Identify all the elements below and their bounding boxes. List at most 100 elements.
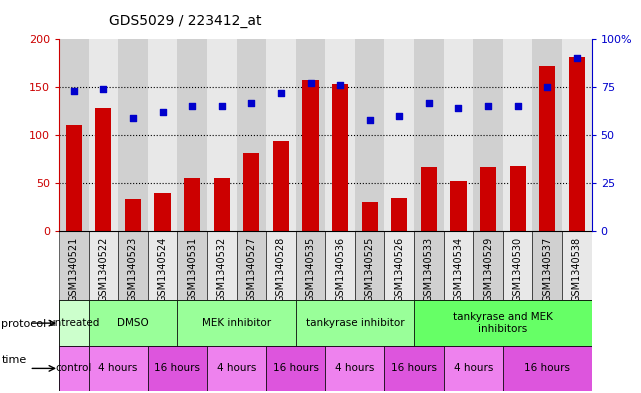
Point	[513, 103, 523, 110]
Point	[276, 90, 286, 96]
Text: 4 hours: 4 hours	[217, 364, 256, 373]
Point	[69, 88, 79, 94]
Bar	[207, 231, 237, 301]
Bar	[88, 231, 118, 301]
Point	[305, 80, 315, 86]
Text: 16 hours: 16 hours	[272, 364, 319, 373]
Bar	[125, 199, 141, 231]
Bar	[96, 108, 112, 231]
Point	[572, 55, 582, 62]
Bar	[266, 346, 326, 391]
Text: GSM1340530: GSM1340530	[513, 237, 522, 301]
Text: GSM1340523: GSM1340523	[128, 237, 138, 302]
Bar	[326, 39, 355, 231]
Bar	[243, 153, 260, 231]
Bar	[444, 346, 503, 391]
Point	[98, 86, 108, 92]
Text: 4 hours: 4 hours	[335, 364, 374, 373]
Text: GSM1340528: GSM1340528	[276, 237, 286, 302]
Bar	[473, 231, 503, 301]
Point	[542, 84, 553, 90]
Bar	[303, 79, 319, 231]
Point	[335, 82, 345, 88]
Bar	[296, 39, 326, 231]
Bar	[88, 346, 148, 391]
Text: MEK inhibitor: MEK inhibitor	[202, 318, 271, 328]
Text: tankyrase and MEK
inhibitors: tankyrase and MEK inhibitors	[453, 312, 553, 334]
Text: 16 hours: 16 hours	[391, 364, 437, 373]
Bar	[296, 301, 414, 346]
Bar	[59, 39, 88, 231]
Bar	[88, 39, 118, 231]
Text: GSM1340532: GSM1340532	[217, 237, 227, 302]
Bar	[414, 231, 444, 301]
Bar	[385, 231, 414, 301]
Bar	[59, 231, 88, 301]
Bar	[385, 346, 444, 391]
Bar	[355, 231, 385, 301]
Bar	[562, 39, 592, 231]
Point	[246, 99, 256, 106]
Bar	[503, 39, 533, 231]
Bar	[178, 231, 207, 301]
Bar	[444, 231, 473, 301]
Bar	[503, 346, 592, 391]
Text: 16 hours: 16 hours	[154, 364, 201, 373]
Bar	[326, 346, 385, 391]
Bar	[533, 39, 562, 231]
Bar	[533, 231, 562, 301]
Bar	[154, 193, 171, 231]
Text: GSM1340537: GSM1340537	[542, 237, 553, 302]
Bar	[65, 125, 82, 231]
Point	[158, 109, 168, 115]
Text: GDS5029 / 223412_at: GDS5029 / 223412_at	[109, 13, 262, 28]
Text: GSM1340531: GSM1340531	[187, 237, 197, 301]
Bar	[451, 181, 467, 231]
Bar	[385, 39, 414, 231]
Point	[483, 103, 493, 110]
Bar	[510, 166, 526, 231]
Point	[217, 103, 227, 110]
Text: GSM1340525: GSM1340525	[365, 237, 375, 302]
Text: GSM1340526: GSM1340526	[394, 237, 404, 302]
Point	[365, 117, 375, 123]
Text: GSM1340536: GSM1340536	[335, 237, 345, 301]
Bar	[444, 39, 473, 231]
Bar	[480, 167, 496, 231]
Bar	[569, 57, 585, 231]
Bar	[237, 39, 266, 231]
Point	[187, 103, 197, 110]
Text: GSM1340527: GSM1340527	[246, 237, 256, 302]
Bar	[266, 231, 296, 301]
Bar	[147, 39, 178, 231]
Bar	[355, 39, 385, 231]
Bar	[414, 301, 592, 346]
Text: GSM1340533: GSM1340533	[424, 237, 434, 301]
Bar	[88, 301, 178, 346]
Text: tankyrase inhibitor: tankyrase inhibitor	[306, 318, 404, 328]
Bar	[59, 301, 88, 346]
Point	[453, 105, 463, 111]
Bar	[118, 231, 148, 301]
Bar	[237, 231, 266, 301]
Bar	[184, 178, 200, 231]
Text: GSM1340522: GSM1340522	[98, 237, 108, 302]
Bar	[391, 198, 408, 231]
Bar	[539, 66, 555, 231]
Text: GSM1340535: GSM1340535	[306, 237, 315, 302]
Bar	[118, 39, 148, 231]
Text: GSM1340521: GSM1340521	[69, 237, 79, 302]
Bar	[362, 202, 378, 231]
Bar	[178, 39, 207, 231]
Text: control: control	[56, 364, 92, 373]
Text: GSM1340529: GSM1340529	[483, 237, 493, 302]
Bar	[273, 141, 289, 231]
Bar	[296, 231, 326, 301]
Bar	[503, 231, 533, 301]
Bar	[473, 39, 503, 231]
Bar	[147, 231, 178, 301]
Text: GSM1340534: GSM1340534	[453, 237, 463, 301]
Bar	[414, 39, 444, 231]
Bar	[213, 178, 230, 231]
Point	[394, 113, 404, 119]
